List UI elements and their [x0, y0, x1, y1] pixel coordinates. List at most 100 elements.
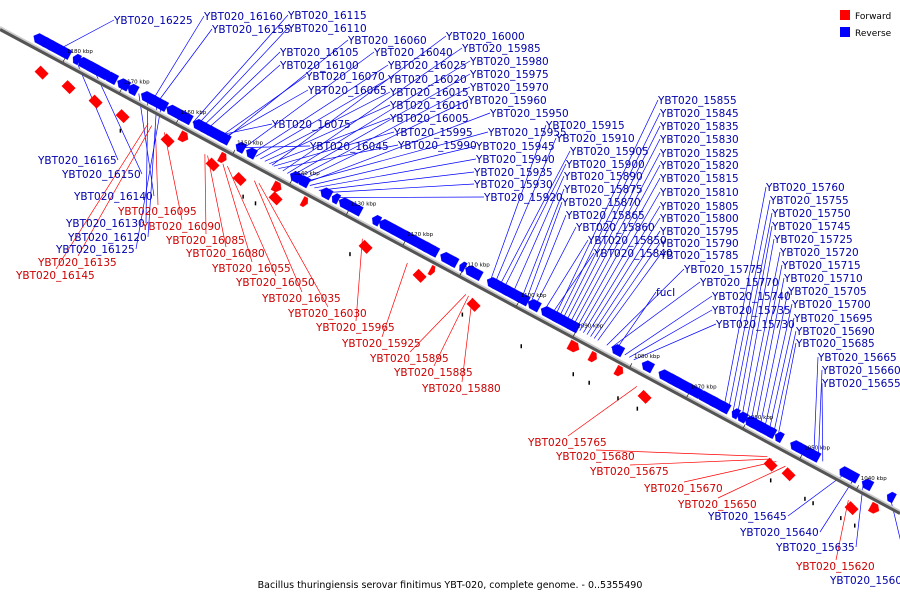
small-feature: [461, 312, 464, 317]
forward-connector: [77, 125, 153, 257]
reverse-gene-label: YBT020_16020: [387, 74, 467, 86]
forward-gene-label: YBT020_16090: [141, 221, 221, 233]
forward-gene-label: YBT020_16080: [185, 248, 265, 260]
forward-connector: [55, 123, 149, 270]
reverse-gene-label: YBT020_16115: [287, 10, 367, 22]
reverse-gene: [428, 245, 441, 258]
reverse-gene-label: YBT020_15705: [787, 286, 867, 298]
tick-mark: [289, 180, 292, 184]
reverse-gene-label: YBT020_15975: [469, 69, 549, 81]
forward-connector: [683, 461, 777, 483]
reverse-gene-label: YBT020_16065: [307, 85, 387, 97]
forward-connector: [567, 386, 638, 437]
forward-gene-label: YBT020_15895: [369, 353, 449, 365]
reverse-connector: [568, 152, 661, 326]
forward-connector: [207, 155, 227, 248]
reverse-gene-label: YBT020_16060: [347, 35, 427, 47]
small-feature: [588, 380, 590, 385]
tick-label: 1090 kbp: [577, 323, 603, 329]
small-feature: [853, 523, 856, 528]
tick-mark: [232, 149, 236, 154]
reverse-connector: [543, 239, 589, 312]
tick-mark: [799, 454, 803, 459]
reverse-connector: [511, 175, 565, 295]
reverse-connector: [520, 188, 565, 300]
reverse-gene-label: YBT020_16005: [389, 113, 469, 125]
legend-reverse-swatch: [840, 27, 850, 37]
forward-gene-label: YBT020_15680: [555, 451, 635, 463]
forward-gene: [427, 264, 436, 276]
reverse-connector: [586, 217, 661, 335]
reverse-gene-label: YBT020_15760: [765, 182, 845, 194]
legend: Forward Reverse: [840, 10, 892, 39]
small-feature: [119, 128, 122, 133]
forward-gene-offset: [268, 191, 283, 206]
reverse-connector: [242, 51, 375, 150]
reverse-gene: [641, 360, 656, 374]
reverse-gene-label: YBT020_15915: [545, 120, 625, 132]
reverse-connector: [502, 163, 567, 290]
reverse-gene-label: YBT020_16225: [113, 15, 193, 27]
small-feature: [349, 252, 351, 257]
genome-backbone: [0, 26, 900, 515]
reverse-gene-label: YBT020_15865: [565, 210, 645, 222]
reverse-gene-label: YBT020_16125: [55, 244, 135, 256]
reverse-gene-label: YBT020_15700: [791, 299, 871, 311]
reverse-connector: [534, 226, 577, 307]
reverse-connector: [529, 214, 567, 305]
reverse-connector: [251, 64, 389, 155]
reverse-gene-label: YBT020_15810: [659, 187, 739, 199]
reverse-gene-label: YBT020_16150: [61, 169, 141, 181]
reverse-connector: [282, 47, 463, 172]
tick-mark: [573, 332, 576, 337]
tick-label: 1040 kbp: [861, 476, 887, 482]
reverse-gene: [717, 401, 732, 415]
reverse-connector: [192, 14, 289, 123]
reverse-gene-label: YBT020_15715: [781, 260, 861, 272]
forward-connector: [222, 163, 253, 263]
reverse-gene-label: YBT020_15960: [467, 95, 547, 107]
reverse-gene: [320, 187, 334, 201]
reverse-gene-label: YBT020_15910: [555, 133, 635, 145]
forward-gene-offset: [61, 80, 76, 95]
forward-connector: [155, 127, 159, 206]
reverse-connector: [575, 177, 661, 329]
reverse-gene-label: YBT020_15695: [793, 313, 873, 325]
reverse-gene-label: YBT020_15830: [659, 134, 739, 146]
reverse-connector: [754, 277, 785, 426]
reverse-gene-label: YBT020_15945: [475, 141, 555, 153]
tick-mark: [402, 241, 406, 245]
reverse-gene-label: YBT020_15755: [769, 195, 849, 207]
forward-connector: [461, 297, 473, 383]
reverse-gene-label: YBT020_15600: [829, 575, 900, 587]
reverse-connector: [206, 64, 281, 131]
reverse-gene: [565, 319, 581, 334]
small-feature: [812, 501, 814, 506]
reverse-gene-label: YBT020_15795: [659, 226, 739, 238]
forward-gene-offset: [781, 467, 796, 482]
reverse-gene-label: YBT020_15735: [711, 305, 791, 317]
forward-gene-offset: [232, 172, 247, 187]
forward-gene-offset: [637, 389, 652, 404]
reverse-gene-label: YBT020_15820: [659, 160, 739, 172]
forward-gene-label: YBT020_15885: [393, 367, 473, 379]
reverse-connector: [303, 131, 489, 183]
tick-label: 1050 kbp: [804, 445, 830, 451]
reverse-gene-label: YBT020_15710: [783, 273, 863, 285]
reverse-connector: [222, 89, 309, 139]
reverse-gene: [127, 83, 140, 97]
reverse-connector: [151, 15, 205, 101]
forward-gene-label: YBT020_16095: [117, 206, 197, 218]
reverse-connector: [723, 186, 767, 409]
tick-label: 1060 kbp: [747, 415, 773, 421]
reverse-gene-label: YBT020_15870: [561, 197, 641, 209]
legend-reverse-label: Reverse: [855, 29, 892, 39]
forward-gene: [587, 350, 597, 363]
reverse-connector: [763, 303, 793, 431]
reverse-gene: [177, 110, 194, 126]
reverse-connector: [583, 205, 661, 333]
reverse-gene-label: YBT020_15835: [659, 121, 739, 133]
forward-gene-label: YBT020_16030: [287, 308, 367, 320]
tick-label: 1150 kbp: [237, 140, 263, 146]
reverse-gene-label: YBT020_16140: [73, 191, 153, 203]
